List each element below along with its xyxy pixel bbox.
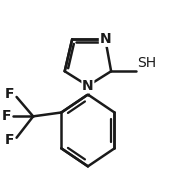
Text: N: N: [82, 79, 94, 93]
Text: F: F: [5, 133, 15, 147]
Text: SH: SH: [137, 57, 156, 70]
Text: F: F: [2, 109, 11, 123]
Text: F: F: [5, 87, 15, 101]
Text: N: N: [100, 32, 111, 46]
